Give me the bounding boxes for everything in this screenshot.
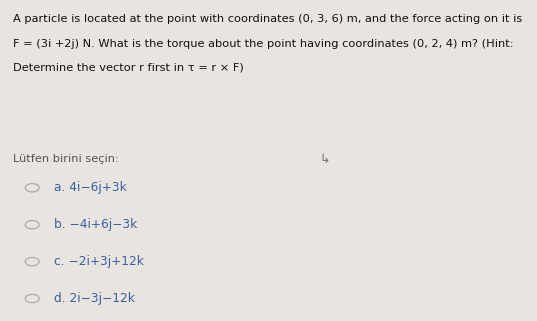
Text: b. −4i+6j−3k: b. −4i+6j−3k xyxy=(54,218,137,231)
Text: d. 2i−3j−12k: d. 2i−3j−12k xyxy=(54,292,135,305)
Text: F = (3i +2j) N. What is the torque about the point having coordinates (0, 2, 4) : F = (3i +2j) N. What is the torque about… xyxy=(13,39,514,48)
Text: a. 4i−6j+3k: a. 4i−6j+3k xyxy=(54,181,126,194)
Text: c. −2i+3j+12k: c. −2i+3j+12k xyxy=(54,255,143,268)
Text: ↳: ↳ xyxy=(320,152,330,165)
Text: Lütfen birini seçin:: Lütfen birini seçin: xyxy=(13,154,119,164)
Text: A particle is located at the point with coordinates (0, 3, 6) m, and the force a: A particle is located at the point with … xyxy=(13,14,523,24)
Text: Determine the vector r first in τ = r × F): Determine the vector r first in τ = r × … xyxy=(13,63,244,73)
